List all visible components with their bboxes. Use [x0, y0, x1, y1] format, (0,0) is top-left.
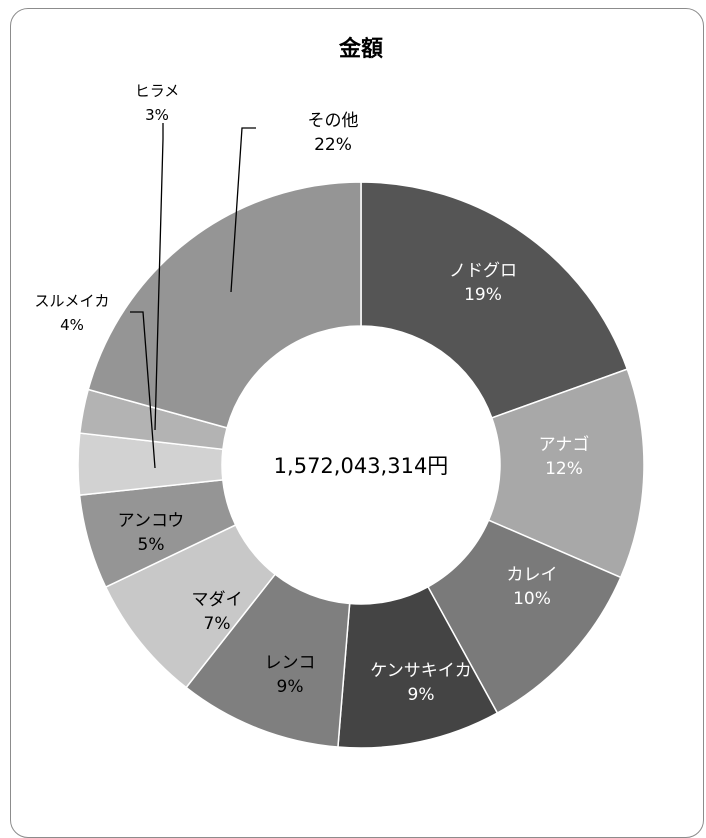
- slice-name-label: カレイ: [507, 565, 558, 585]
- slice-percent-label: 9%: [277, 677, 304, 697]
- leader-lines: [130, 123, 256, 469]
- slice-percent-label: 22%: [314, 135, 352, 155]
- slice-percent-label: 5%: [138, 535, 165, 555]
- slice-name-label: アナゴ: [539, 434, 590, 455]
- slice-percent-label: 9%: [408, 685, 435, 705]
- slice-percent-label: 19%: [464, 285, 502, 305]
- slice-percent-label: 12%: [545, 459, 583, 479]
- slice-name-label: マダイ: [192, 590, 243, 610]
- slice-percent-label: 7%: [204, 614, 231, 634]
- slice-name-label: アンコウ: [118, 511, 185, 531]
- slice-name-label: その他: [308, 111, 359, 131]
- donut-hole: [222, 326, 500, 604]
- leader-line: [130, 311, 156, 469]
- slice-percent-label: 4%: [60, 316, 84, 334]
- slice-name-label: ケンサキイカ: [370, 661, 472, 681]
- slice-percent-label: 3%: [145, 106, 169, 124]
- slice-name-label: ヒラメ: [135, 82, 180, 100]
- slice-labels: ノドグロ 19% アナゴ 12% カレイ 10% ケンサキイカ 9% レンコ 9% マダイ 7% アンコ…: [34, 82, 589, 705]
- slice-name-label: スルメイカ: [34, 292, 109, 310]
- chart-title: 金額: [338, 36, 383, 62]
- slice-name-label: レンコ: [265, 653, 316, 673]
- leader-line: [154, 123, 164, 431]
- center-total-label: 1,572,043,314円: [274, 454, 449, 478]
- leader-line: [230, 127, 256, 293]
- slice-percent-label: 10%: [513, 589, 551, 609]
- slice-name-label: ノドグロ: [449, 261, 517, 281]
